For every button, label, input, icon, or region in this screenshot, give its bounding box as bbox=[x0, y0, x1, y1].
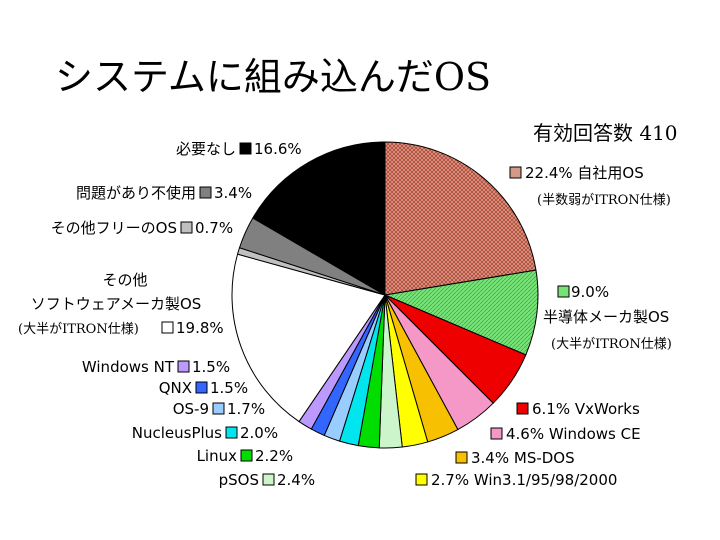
os-label-line2: ソフトウェアメーカ製OS bbox=[31, 295, 202, 313]
nucleusplus-legend-swatch bbox=[225, 426, 238, 439]
qnx-legend-swatch bbox=[195, 381, 208, 394]
os-label: 必要なし bbox=[176, 140, 236, 158]
os-legend-swatch bbox=[557, 285, 570, 298]
qnx-label: QNX bbox=[159, 379, 192, 397]
os-value: 0.7% bbox=[195, 219, 233, 237]
os-value: 3.4% bbox=[214, 184, 252, 202]
pie-slice-os bbox=[231, 253, 386, 423]
windows-nt-label: Windows NT bbox=[82, 358, 175, 376]
chart-title: システムに組み込んだOS bbox=[55, 55, 491, 99]
os-9-value: 1.7% bbox=[227, 400, 265, 418]
linux-value: 2.2% bbox=[255, 447, 293, 465]
os-note: (大半がITRON仕様) bbox=[18, 322, 139, 337]
windows-nt-value: 1.5% bbox=[192, 358, 230, 376]
windows-nt-legend-swatch bbox=[177, 360, 190, 373]
pie-slice-os bbox=[252, 141, 386, 296]
windows-ce-label: 4.6% Windows CE bbox=[506, 425, 641, 443]
psos-label: pSOS bbox=[219, 471, 259, 489]
pie-slices bbox=[231, 141, 539, 449]
nucleusplus-value: 2.0% bbox=[240, 424, 278, 442]
ms-dos-label: 3.4% MS-DOS bbox=[471, 449, 575, 467]
os-legend-swatch bbox=[180, 221, 193, 234]
os-label: 22.4% 自社用OS bbox=[525, 164, 644, 182]
os-note: (半数弱がITRON仕様) bbox=[537, 193, 671, 208]
ms-dos-legend-swatch bbox=[455, 451, 468, 464]
pie-labels: 22.4% 自社用OS (半数弱がITRON仕様) 9.0% 半導体メーカ製OS (大半… bbox=[18, 140, 672, 489]
os-label: 半導体メーカ製OS bbox=[543, 308, 669, 326]
linux-label: Linux bbox=[197, 447, 238, 465]
os-9-legend-swatch bbox=[212, 402, 225, 415]
psos-value: 2.4% bbox=[277, 471, 315, 489]
os-note: (大半がITRON仕様) bbox=[551, 337, 672, 352]
linux-legend-swatch bbox=[240, 449, 253, 462]
qnx-value: 1.5% bbox=[210, 379, 248, 397]
psos-legend-swatch bbox=[262, 473, 275, 486]
windows-ce-legend-swatch bbox=[490, 427, 503, 440]
os-legend-swatch bbox=[161, 321, 174, 334]
os-value: 9.0% bbox=[571, 283, 609, 301]
os-legend-swatch bbox=[509, 166, 522, 179]
os-9-label: OS-9 bbox=[173, 400, 209, 418]
nucleusplus-label: NucleusPlus bbox=[132, 424, 222, 442]
vxworks-legend-swatch bbox=[516, 402, 529, 415]
win3-1-95-98-2000-label: 2.7% Win3.1/95/98/2000 bbox=[431, 471, 617, 489]
os-legend-swatch bbox=[199, 186, 212, 199]
pie-slice-os bbox=[383, 269, 539, 356]
win3-1-95-98-2000-legend-swatch bbox=[415, 473, 428, 486]
os-label: その他フリーのOS bbox=[51, 219, 177, 237]
os-value: 16.6% bbox=[254, 140, 302, 158]
os-legend-swatch bbox=[239, 142, 252, 155]
os-label-line1: その他 bbox=[102, 271, 147, 289]
vxworks-label: 6.1% VxWorks bbox=[532, 400, 640, 418]
pie-slice-os bbox=[384, 141, 537, 296]
response-count: 有効回答数 410 bbox=[533, 121, 678, 145]
os-value: 19.8% bbox=[176, 319, 224, 337]
os-label: 問題があり不使用 bbox=[76, 184, 196, 202]
